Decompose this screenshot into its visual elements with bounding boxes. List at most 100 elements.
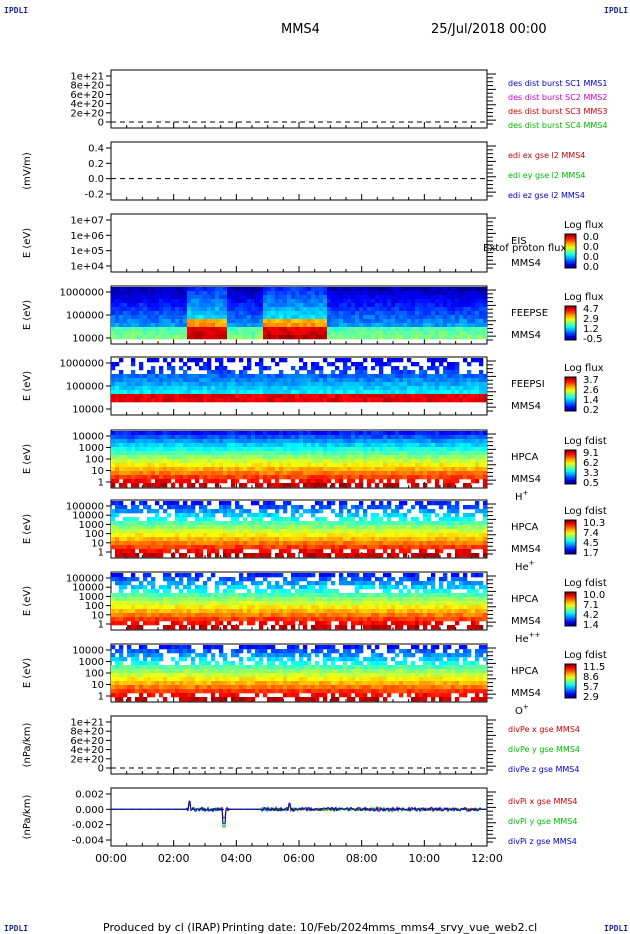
spec-cell [167, 513, 172, 518]
spec-cell [127, 382, 132, 387]
spec-cell [375, 358, 380, 363]
spec-cell [439, 307, 444, 312]
spec-cell [155, 471, 160, 476]
spec-cell [311, 331, 316, 336]
spec-cell [399, 358, 404, 363]
spec-cell [203, 529, 208, 534]
spec-cell [263, 525, 268, 530]
spec-cell [131, 370, 136, 375]
spec-cell [471, 471, 476, 476]
spec-cell [175, 331, 180, 336]
spec-cell [147, 509, 152, 514]
spec-cell [207, 439, 212, 444]
spec-cell [391, 386, 396, 391]
spec-cell [343, 335, 348, 340]
spec-cell [207, 327, 212, 332]
spec-cell [251, 463, 256, 468]
spec-cell [315, 525, 320, 530]
spec-cell [175, 319, 180, 324]
spec-cell [199, 451, 204, 456]
spec-cell [339, 311, 344, 316]
spec-cell [123, 525, 128, 530]
spec-cell [111, 431, 116, 436]
spec-cell [343, 358, 348, 363]
spec-cell [207, 501, 212, 506]
spec-cell [247, 307, 252, 312]
spec-cell [251, 537, 256, 542]
spec-cell [439, 505, 444, 510]
spec-cell [447, 315, 452, 320]
spec-cell [431, 315, 436, 320]
spec-cell [307, 475, 312, 480]
spec-cell [391, 509, 396, 514]
spec-cell [431, 362, 436, 367]
spec-cell [331, 443, 336, 448]
spec-cell [463, 295, 468, 300]
spec-cell [227, 299, 232, 304]
spec-cell [143, 549, 148, 554]
spec-cell [179, 435, 184, 440]
sc-label: MMS4 [511, 544, 541, 555]
spec-cell [115, 362, 120, 367]
spec-cell [467, 315, 472, 320]
spec-cell [119, 577, 124, 582]
spec-cell [447, 307, 452, 312]
spec-cell [215, 521, 220, 526]
spec-cell [351, 517, 356, 522]
spec-cell [331, 435, 336, 440]
spec-cell [119, 431, 124, 436]
spec-cell [451, 545, 456, 550]
spec-cell [339, 529, 344, 534]
spec-cell [199, 435, 204, 440]
spec-cell [135, 533, 140, 538]
spec-cell [315, 459, 320, 464]
spec-cell [239, 549, 244, 554]
spec-cell [283, 443, 288, 448]
spec-cell [267, 323, 272, 328]
corner-tag-bottom-right: IPDLI [604, 924, 629, 933]
spec-cell [111, 467, 116, 472]
spec-cell [139, 398, 144, 403]
spec-cell [167, 374, 172, 379]
spec-cell [183, 431, 188, 436]
spec-cell [119, 327, 124, 332]
spec-cell [151, 327, 156, 332]
spec-cell [291, 335, 296, 340]
spec-cell [355, 431, 360, 436]
spec-cell [399, 378, 404, 383]
spec-cell [415, 323, 420, 328]
spec-cell [387, 463, 392, 468]
spec-cell [247, 553, 252, 558]
spec-cell [471, 467, 476, 472]
spec-cell [367, 398, 372, 403]
spec-cell [159, 307, 164, 312]
spec-cell [311, 513, 316, 518]
spec-cell [135, 577, 140, 582]
spec-cell [451, 366, 456, 371]
spec-cell [363, 295, 368, 300]
spec-cell [179, 541, 184, 546]
spec-cell [135, 483, 140, 488]
spec-cell [187, 447, 192, 452]
spec-cell [271, 327, 276, 332]
spec-cell [239, 311, 244, 316]
spec-cell [347, 394, 352, 399]
spec-cell [427, 517, 432, 522]
spec-cell [207, 362, 212, 367]
spec-cell [403, 370, 408, 375]
spec-cell [171, 553, 176, 558]
spec-cell [199, 471, 204, 476]
spec-cell [187, 431, 192, 436]
spec-cell [159, 525, 164, 530]
spec-cell [439, 358, 444, 363]
spec-cell [375, 319, 380, 324]
spec-cell [395, 386, 400, 391]
spec-cell [343, 331, 348, 336]
spec-cell [231, 382, 236, 387]
spec-cell [303, 545, 308, 550]
spec-cell [367, 394, 372, 399]
spec-cell [183, 533, 188, 538]
spec-cell [283, 374, 288, 379]
spec-cell [411, 529, 416, 534]
spec-cell [127, 529, 132, 534]
